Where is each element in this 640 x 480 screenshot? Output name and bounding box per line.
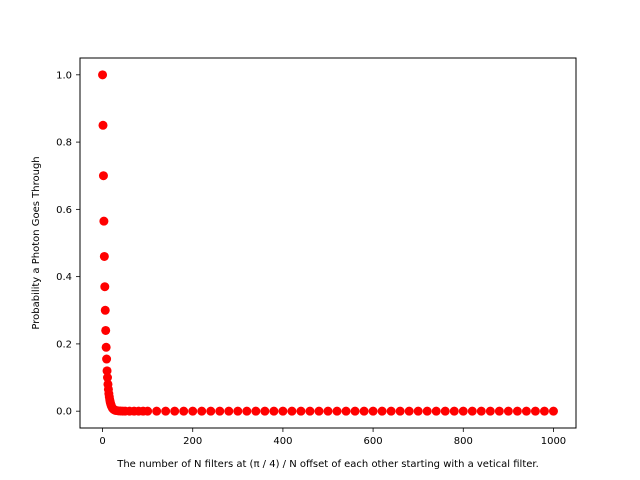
data-point <box>242 406 252 416</box>
data-point <box>512 406 522 416</box>
data-point <box>260 406 270 416</box>
data-point <box>485 406 495 416</box>
data-point <box>143 406 153 416</box>
data-points <box>98 70 558 416</box>
data-point <box>494 406 504 416</box>
data-point <box>503 406 513 416</box>
y-tick-label: 0.0 <box>56 407 72 418</box>
data-point <box>100 305 110 315</box>
y-tick-label: 1.0 <box>56 70 72 81</box>
data-point <box>161 406 171 416</box>
data-point <box>341 406 351 416</box>
data-point <box>359 406 369 416</box>
x-axis-label: The number of N filters at (π / 4) / N o… <box>116 459 539 470</box>
data-point <box>422 406 432 416</box>
data-point <box>102 354 112 364</box>
data-point <box>99 216 109 226</box>
plot-frame <box>79 57 577 429</box>
data-point <box>449 406 459 416</box>
data-point <box>476 406 486 416</box>
data-point <box>269 406 279 416</box>
data-point <box>539 406 549 416</box>
data-point <box>287 406 297 416</box>
x-tick-label: 200 <box>183 436 202 447</box>
data-point <box>152 406 162 416</box>
data-point <box>386 406 396 416</box>
data-point <box>251 406 261 416</box>
x-tick-label: 600 <box>364 436 383 447</box>
x-tick-label: 0 <box>99 436 105 447</box>
data-point <box>170 406 180 416</box>
data-point <box>98 120 108 130</box>
data-point <box>98 70 108 80</box>
data-point <box>305 406 315 416</box>
x-axis-ticks: 0 200 400 600 800 1000 <box>99 428 566 447</box>
data-point <box>323 406 333 416</box>
data-point <box>548 406 558 416</box>
data-point <box>395 406 405 416</box>
data-point <box>188 406 198 416</box>
data-point <box>197 406 207 416</box>
y-tick-label: 0.4 <box>56 272 72 283</box>
data-point <box>332 406 342 416</box>
y-tick-label: 0.2 <box>56 339 72 350</box>
data-point <box>296 406 306 416</box>
data-point <box>278 406 288 416</box>
data-point <box>215 406 225 416</box>
data-point <box>103 373 113 383</box>
data-point <box>368 406 378 416</box>
data-point <box>530 406 540 416</box>
y-tick-label: 0.6 <box>56 205 72 216</box>
data-point <box>440 406 450 416</box>
x-tick-label: 800 <box>454 436 473 447</box>
data-point <box>101 342 111 352</box>
data-point <box>100 282 110 292</box>
data-point <box>99 251 109 261</box>
data-point <box>413 406 423 416</box>
data-point <box>314 406 324 416</box>
data-point <box>467 406 477 416</box>
data-point <box>179 406 189 416</box>
data-point <box>224 406 234 416</box>
x-tick-label: 400 <box>273 436 292 447</box>
data-point <box>431 406 441 416</box>
data-point <box>377 406 387 416</box>
data-point <box>521 406 531 416</box>
y-tick-label: 0.8 <box>56 138 72 149</box>
data-point <box>102 366 112 376</box>
data-point <box>404 406 414 416</box>
data-point <box>458 406 468 416</box>
y-axis-ticks: 0.0 0.2 0.4 0.6 0.8 1.0 <box>56 70 80 418</box>
data-point <box>233 406 243 416</box>
data-point <box>350 406 360 416</box>
data-point <box>101 325 111 335</box>
data-point <box>98 171 108 181</box>
y-axis-label: Probability a Photon Goes Through <box>31 156 42 329</box>
data-point <box>206 406 216 416</box>
x-tick-label: 1000 <box>541 436 566 447</box>
